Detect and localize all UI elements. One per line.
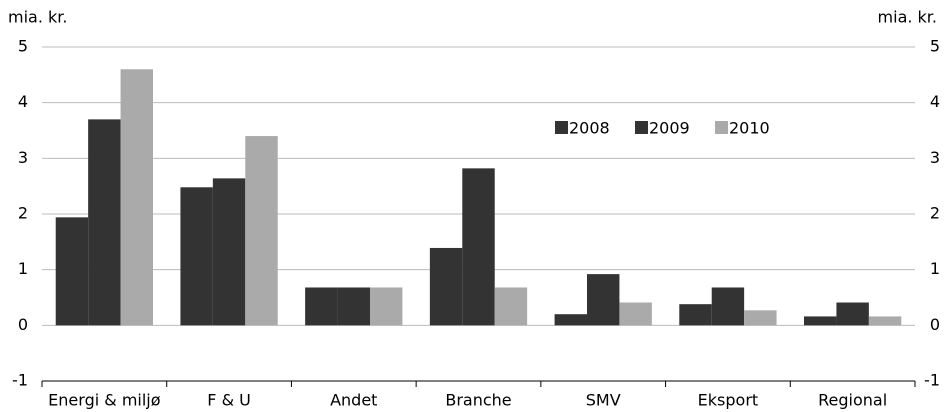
legend-label: 2010 <box>729 119 770 138</box>
bar <box>587 274 620 326</box>
bar <box>245 136 278 326</box>
y-tick-label: 5 <box>18 37 28 56</box>
y-tick-label: 4 <box>18 92 28 111</box>
y2-tick-label: 5 <box>930 37 940 56</box>
bar <box>744 310 777 326</box>
y-tick-label: 3 <box>18 148 28 167</box>
x-tick-label: Regional <box>818 391 887 410</box>
bar <box>711 287 745 326</box>
y2-tick-label: 1 <box>930 259 940 278</box>
bar <box>212 178 246 326</box>
legend-label: 2009 <box>649 119 690 138</box>
y-tick-label: 2 <box>18 204 28 223</box>
x-tick-label: Andet <box>330 391 377 410</box>
y-axis-unit-right: mia. kr. <box>878 8 937 27</box>
bar <box>462 168 495 326</box>
x-tick-label: SMV <box>586 391 621 410</box>
legend-swatch <box>635 121 648 134</box>
y2-tick-label: 2 <box>930 204 940 223</box>
bar <box>88 119 121 326</box>
x-tick-label: Branche <box>445 391 511 410</box>
legend-label: 2008 <box>569 119 610 138</box>
bar <box>429 247 463 326</box>
bar <box>619 302 652 326</box>
bar <box>337 287 370 326</box>
bar <box>494 287 528 326</box>
bar <box>554 314 588 326</box>
bar <box>679 304 712 326</box>
legend-swatch <box>715 121 728 134</box>
y2-tick-label: 0 <box>930 315 940 334</box>
bar <box>804 316 837 326</box>
x-tick-label: F & U <box>207 391 251 410</box>
legend-swatch <box>555 121 568 134</box>
bar <box>55 217 89 326</box>
y2-tick-label: 4 <box>930 92 940 111</box>
x-tick-label: Eksport <box>698 391 759 410</box>
y-axis-unit-left: mia. kr. <box>8 8 67 27</box>
y2-tick-label: 3 <box>930 148 940 167</box>
y-tick-label: 0 <box>18 315 28 334</box>
y-tick-label: -1 <box>12 371 28 390</box>
bar <box>868 316 902 326</box>
bar <box>120 69 153 326</box>
bar <box>369 287 403 326</box>
bar <box>180 187 213 326</box>
bar <box>836 302 869 326</box>
bar <box>305 287 338 326</box>
y2-tick-label: -1 <box>924 371 940 390</box>
y-tick-label: 1 <box>18 259 28 278</box>
x-tick-label: Energi & miljø <box>48 391 161 410</box>
